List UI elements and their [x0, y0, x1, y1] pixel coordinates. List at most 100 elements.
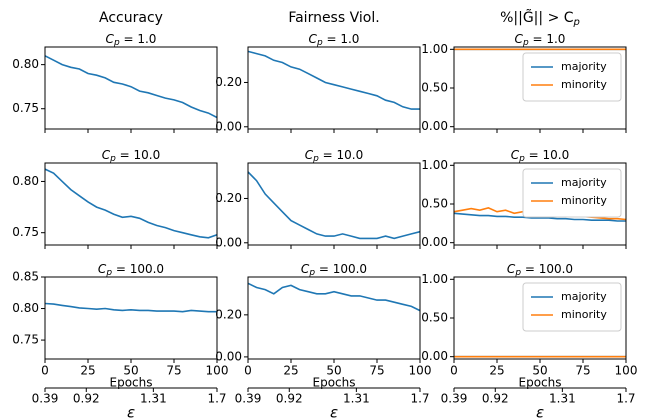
title-rest: = 1.0 [529, 32, 566, 46]
line [453, 212, 626, 222]
y-tick-label: 0.00 [421, 349, 448, 363]
y-tick-label: 0.00 [215, 119, 242, 133]
subplot-title: Cp = 1.0 [309, 32, 360, 48]
legend-label: minority [561, 308, 607, 321]
y-tick-label: 0.20 [215, 191, 242, 205]
column-title-text: %||G̃|| > C [500, 9, 574, 26]
title-sub: p [308, 268, 315, 278]
y-tick-label: 0.75 [12, 101, 39, 115]
subplot-title: Cp = 1.0 [515, 32, 566, 48]
x-tick-label: 50 [532, 364, 547, 378]
x2-tick-label: 1.7 [207, 392, 226, 406]
line [247, 171, 421, 240]
axes-frame [453, 162, 627, 246]
title-sub: p [514, 268, 521, 278]
title-rest: = 100.0 [315, 262, 367, 276]
title-sub: p [312, 154, 319, 164]
title-sub: p [109, 154, 116, 164]
legend-label: minority [561, 194, 607, 207]
title-var: C [305, 148, 314, 162]
title-sub: p [316, 38, 323, 48]
x-tick-label: 0 [244, 364, 252, 378]
x2-tick-label: 0.39 [235, 392, 262, 406]
y-tick-label: 0.20 [215, 75, 242, 89]
y-tick-label: 0.00 [421, 119, 448, 133]
title-var: C [301, 262, 310, 276]
y-tick-label: 0.75 [12, 225, 39, 239]
x2-label: ε [536, 404, 544, 420]
legend-label: majority [561, 176, 607, 189]
column-title: %||G̃|| > Cp [500, 9, 580, 28]
x2-tick-label: 0.92 [73, 392, 100, 406]
title-var: C [511, 148, 520, 162]
x2-label: ε [127, 404, 135, 420]
y-tick-label: 0.20 [215, 307, 242, 321]
title-var: C [98, 262, 107, 276]
title-var: C [106, 32, 115, 46]
title-sub: p [105, 268, 112, 278]
x2-tick-label: 0.39 [441, 392, 468, 406]
y-tick-label: 0.80 [12, 57, 39, 71]
x2-tick-label: 1.31 [140, 392, 167, 406]
axes-frame [247, 162, 421, 246]
title-rest: = 10.0 [319, 148, 363, 162]
axes-frame [247, 276, 421, 360]
axes-frame [44, 276, 218, 360]
legend-label: majority [561, 60, 607, 73]
title-sub: p [518, 154, 525, 164]
axes-frame [453, 46, 627, 130]
x2-tick-label: 1.31 [549, 392, 576, 406]
axes-frame [453, 276, 627, 360]
legend-box [522, 52, 622, 102]
y-tick-label: 0.80 [12, 301, 39, 315]
x-tick-label: 25 [80, 364, 95, 378]
title-rest: = 10.0 [525, 148, 569, 162]
subplot-title: Cp = 10.0 [305, 148, 364, 164]
column-title: Accuracy [99, 10, 163, 26]
subplot-title: Cp = 100.0 [301, 262, 367, 278]
x-tick-label: 0 [450, 364, 458, 378]
column-title: Fairness Viol. [288, 10, 379, 26]
axes-frame [247, 46, 421, 130]
title-rest: = 1.0 [323, 32, 360, 46]
title-rest: = 10.0 [116, 148, 160, 162]
title-rest: = 100.0 [112, 262, 164, 276]
y-tick-label: 0.50 [421, 81, 448, 95]
title-var: C [515, 32, 524, 46]
x-tick-label: 75 [575, 364, 590, 378]
subplot-title: Cp = 100.0 [98, 262, 164, 278]
line [247, 50, 420, 110]
subplot-title: Cp = 10.0 [511, 148, 570, 164]
x2-tick-label: 0.92 [276, 392, 303, 406]
line [247, 282, 421, 312]
x2-tick-label: 0.39 [32, 392, 59, 406]
y-tick-label: 0.85 [12, 270, 39, 284]
title-var: C [102, 148, 111, 162]
subplot-title: Cp = 10.0 [102, 148, 161, 164]
x-tick-label: 25 [283, 364, 298, 378]
line [44, 55, 218, 119]
axes-frame [44, 46, 218, 130]
title-var: C [507, 262, 516, 276]
y-tick-label: 0.50 [421, 197, 448, 211]
column-title-text: Fairness Viol. [288, 10, 379, 26]
x-label: Epochs [110, 376, 153, 390]
y-tick-label: 0.00 [421, 235, 448, 249]
x-label: Epochs [519, 376, 562, 390]
line [44, 302, 217, 313]
title-rest: = 1.0 [120, 32, 157, 46]
legend-label: majority [561, 290, 607, 303]
subplot-title: Cp = 100.0 [507, 262, 573, 278]
x-tick-label: 100 [615, 364, 638, 378]
y-tick-label: 0.50 [421, 311, 448, 325]
x-tick-label: 0 [41, 364, 49, 378]
title-sub: p [113, 38, 120, 48]
legend-box [522, 168, 622, 218]
x-tick-label: 100 [409, 364, 432, 378]
x2-tick-label: 0.92 [482, 392, 509, 406]
line [44, 168, 218, 239]
axes-frame [44, 162, 218, 246]
x2-label: ε [330, 404, 338, 420]
title-rest: = 100.0 [521, 262, 573, 276]
